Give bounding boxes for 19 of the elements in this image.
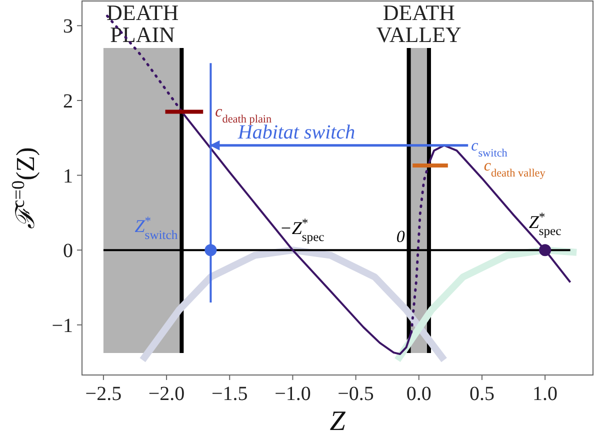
y-tick-label: 0	[63, 240, 73, 262]
x-tick-label: −1.5	[211, 383, 248, 405]
y-tick-label: 2	[63, 90, 73, 112]
x-tick-label: 0.0	[406, 383, 432, 405]
x-tick-label: 0.5	[469, 383, 494, 405]
annotation: 0	[396, 227, 406, 246]
annotation: c$_{switch}$	[471, 137, 508, 160]
band-label: DEATH VALLEY	[376, 0, 462, 47]
x-tick-label: 1.0	[532, 383, 558, 405]
band-label: DEATH PLAIN	[106, 0, 179, 47]
x-tick-label: −2.5	[85, 383, 122, 405]
x-axis-title: Z	[330, 406, 346, 437]
annotation: c$_{death valley}$	[484, 158, 546, 180]
y-tick-label: −1	[52, 314, 73, 337]
x-tick-label: −1.0	[274, 383, 311, 405]
y-tick-label: 1	[63, 165, 73, 188]
y-tick-label: 3	[63, 16, 73, 38]
x-tick-label: −0.5	[338, 383, 374, 405]
x-tick-label: −2.0	[148, 383, 185, 405]
